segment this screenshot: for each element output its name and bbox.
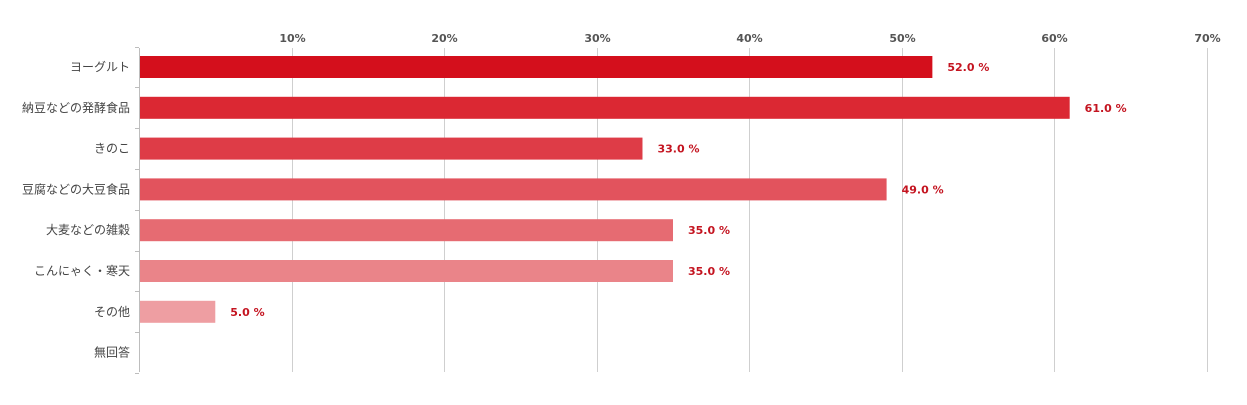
category-label: 大麦などの雑穀 [46,222,130,237]
label-layer: ヨーグルト 52.0 % 納豆などの発酵食品 61.0 % きのこ 33.0 % 豆腐などの… [22,60,1127,360]
bar-2 [140,96,1070,119]
x-tick-label: 20% [431,32,457,45]
category-label: こんにゃく・寒天 [34,263,130,278]
category-label: 無回答 [94,345,130,360]
bar-layer [140,56,1070,323]
value-label: 5.0 % [230,306,264,319]
category-label: 豆腐などの大豆食品 [22,181,130,196]
value-label: 35.0 % [688,224,730,237]
value-label: 33.0 % [657,143,699,156]
bar-7 [140,300,216,323]
x-tick-label: 60% [1041,32,1067,45]
category-label: その他 [94,305,130,319]
grid-layer [292,48,1208,372]
axis-layer: 10% 20% 30% 40% 50% 60% 70% [135,32,1221,374]
category-label: ヨーグルト [70,60,130,74]
bar-5 [140,219,673,242]
value-label: 61.0 % [1085,102,1127,115]
x-tick-label: 50% [889,32,915,45]
bar-6 [140,260,673,282]
x-tick-label: 70% [1194,32,1220,45]
x-tick-label: 40% [736,32,762,45]
value-label: 52.0 % [947,61,989,74]
x-tick-label: 30% [584,32,610,45]
bar-3 [140,137,643,160]
bar-1 [140,56,933,78]
value-label: 35.0 % [688,265,730,278]
value-label: 49.0 % [902,183,944,196]
category-label: 納豆などの発酵食品 [22,100,130,115]
x-tick-label: 10% [279,32,305,45]
bar-4 [140,178,887,201]
category-label: きのこ [94,142,130,156]
